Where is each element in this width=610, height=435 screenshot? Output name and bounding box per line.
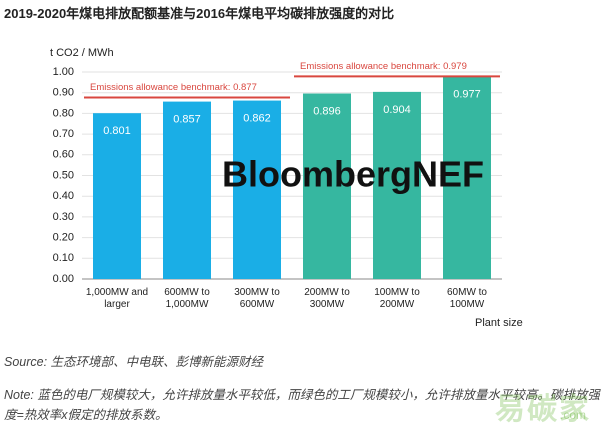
y-tick-label: 0.40	[53, 190, 74, 202]
value-label: 0.801	[103, 125, 131, 137]
y-tick-label: 0.20	[53, 232, 74, 244]
bar	[163, 101, 211, 279]
site-logo: 易碳家	[495, 393, 591, 426]
y-axis-label: t CO2 / MWh	[50, 47, 114, 59]
y-tick-label: 0.70	[53, 128, 74, 140]
chart-title: 2019-2020年煤电排放配额基准与2016年煤电平均碳排放强度的对比	[4, 6, 395, 21]
bar	[233, 100, 281, 279]
x-axis-label: Plant size	[475, 317, 523, 329]
y-tick-label: 0.50	[53, 169, 74, 181]
note: Note: 蓝色的电厂规模较大，允许排放量水平较低，而绿色的工厂规模较小，允许排…	[4, 388, 600, 422]
y-tick-label: 0.30	[53, 211, 74, 223]
benchmark-label: Emissions allowance benchmark: 0.877	[90, 82, 257, 93]
value-label: 0.904	[383, 104, 411, 116]
watermark: BloombergNEF	[222, 154, 484, 195]
x-tick-label: 600MW to 1,000MW	[164, 287, 210, 310]
y-tick-label: 1.00	[53, 66, 74, 78]
bar	[303, 93, 351, 279]
value-label: 0.977	[453, 89, 481, 101]
bar	[373, 91, 421, 279]
x-tick-label: 100MW to 200MW	[374, 287, 420, 310]
y-tick-label: 0.80	[53, 107, 74, 119]
x-tick-label: 1,000MW and larger	[85, 287, 149, 310]
value-label: 0.862	[243, 112, 271, 124]
y-tick-label: 0.10	[53, 252, 74, 264]
value-label: 0.896	[313, 105, 341, 117]
value-label: 0.857	[173, 114, 201, 126]
x-tick-label: 200MW to 300MW	[304, 287, 350, 310]
benchmark-label: Emissions allowance benchmark: 0.979	[300, 61, 467, 72]
chart: t CO2 / MWh Plant size 0.00 0.10 0.20 0.30 0…	[50, 47, 523, 329]
x-tick-label: 300MW to 600MW	[234, 287, 280, 310]
x-tick-label: 60MW to 100MW	[446, 287, 487, 310]
site-logo-suffix: .com	[560, 408, 587, 422]
bar	[443, 76, 491, 279]
source: Source: 生态环境部、中电联、彭博新能源财经	[4, 355, 264, 369]
y-tick-label: 0.00	[53, 273, 74, 285]
y-tick-label: 0.90	[53, 87, 74, 99]
bar	[93, 113, 141, 280]
y-tick-label: 0.60	[53, 149, 74, 161]
